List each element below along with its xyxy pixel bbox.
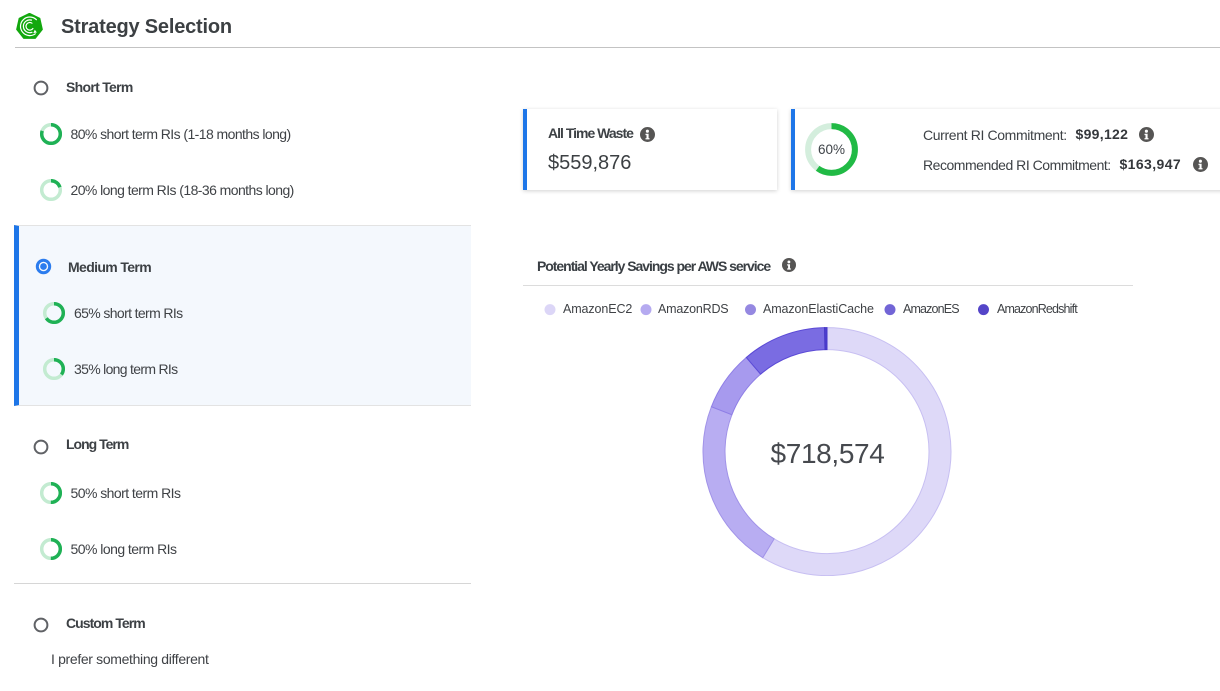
svg-text:60%: 60% [818,142,845,157]
